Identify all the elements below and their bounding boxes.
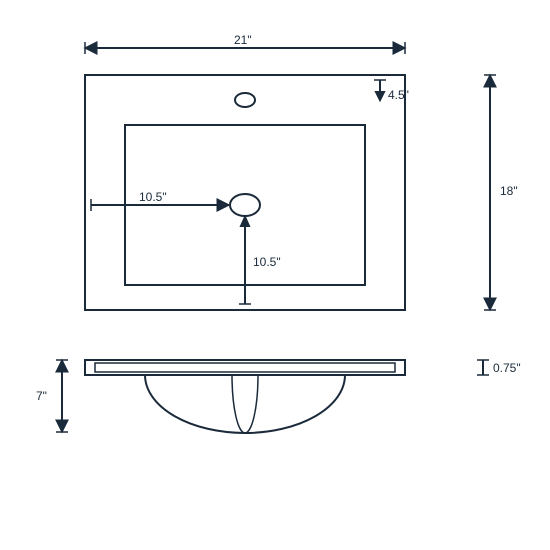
width-label: 21"	[234, 33, 252, 47]
height-label: 18"	[500, 184, 518, 198]
faucet-hole	[235, 93, 255, 107]
thickness-dimension	[477, 360, 489, 375]
side-height-dimension	[56, 360, 68, 432]
height-dimension	[484, 75, 496, 310]
drain-y-label: 10.5"	[253, 255, 281, 269]
drain-x-label: 10.5"	[139, 190, 167, 204]
technical-drawing-svg	[0, 0, 550, 550]
side-slab-inset	[95, 363, 395, 372]
diagram-container: 21" 18" 4.5" 10.5" 10.5" 7" 0.75"	[0, 0, 550, 550]
thickness-label: 0.75"	[493, 361, 521, 375]
faucet-offset-label: 4.5"	[388, 88, 409, 102]
drain-hole	[230, 194, 260, 216]
faucet-offset-dimension	[374, 80, 386, 100]
side-bowl-inner	[232, 375, 258, 433]
drain-y-dimension	[239, 217, 251, 304]
side-bowl-outer	[145, 375, 345, 433]
side-height-label: 7"	[36, 389, 47, 403]
